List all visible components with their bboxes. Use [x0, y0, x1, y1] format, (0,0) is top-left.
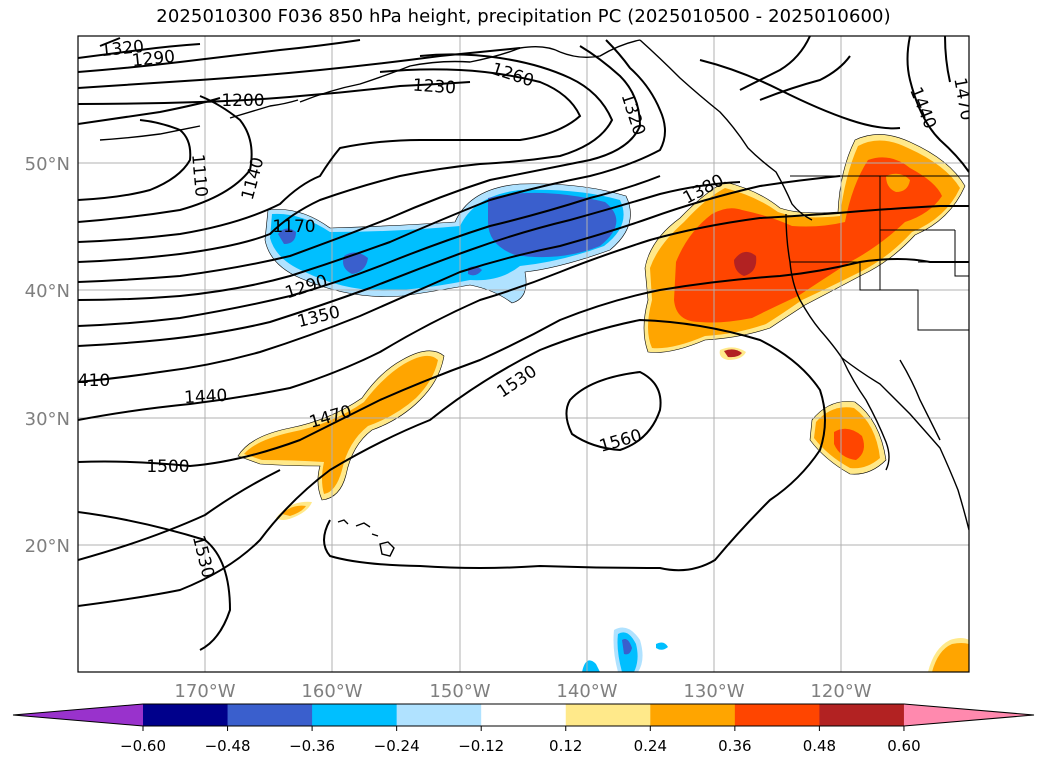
colorbar-tick-label: 0.24 [634, 737, 667, 755]
colorbar-segment [396, 704, 482, 726]
lat-label: 50°N [25, 154, 70, 175]
map-title: 2025010300 F036 850 hPa height, precipit… [156, 6, 891, 27]
lon-label: 140°W [556, 681, 617, 702]
colorbar-segment [819, 704, 905, 726]
colorbar-segments [13, 704, 1034, 726]
contour-label: 1440 [184, 386, 228, 408]
lat-label: 30°N [25, 409, 70, 430]
colorbar-tick-label: −0.12 [458, 737, 504, 755]
colorbar-tick-label: 0.36 [718, 737, 751, 755]
latitude-labels: 50°N 40°N 30°N 20°N [25, 154, 70, 557]
colorbar-tick-label: 0.12 [549, 737, 582, 755]
contour-label: 1500 [146, 457, 189, 477]
colorbar-segment [143, 704, 229, 726]
contour-label: 1290 [131, 47, 176, 71]
colorbar-tick-label: −0.24 [374, 737, 420, 755]
lon-label: 150°W [429, 681, 490, 702]
colorbar-segment [734, 704, 820, 726]
colorbar: −0.60 −0.48 −0.36 −0.24 −0.12 0.12 0.24 0.36 0.4… [12, 703, 1035, 755]
lon-label: 170°W [174, 681, 235, 702]
map-frame [77, 35, 970, 673]
lon-label: 120°W [810, 681, 871, 702]
colorbar-segment [565, 704, 651, 726]
colorbar-tick-label: 0.48 [803, 737, 836, 755]
colorbar-segment [481, 704, 567, 726]
contour-label: 1320 [100, 37, 145, 61]
height-contours [78, 36, 969, 651]
gridlines [78, 36, 969, 672]
colorbar-tick-label: −0.60 [120, 737, 166, 755]
longitude-labels: 170°W 160°W 150°W 140°W 130°W 120°W [174, 681, 871, 702]
colorbar-ticks: −0.60 −0.48 −0.36 −0.24 −0.12 0.12 0.24 0.36 0.4… [120, 726, 921, 755]
contour-label: 1110 [187, 153, 211, 198]
contour-label: 1230 [412, 76, 457, 99]
colorbar-tick-label: −0.36 [289, 737, 335, 755]
positive-precip-area [238, 134, 969, 672]
colorbar-outline [12, 703, 1035, 727]
contour-label: 1170 [272, 217, 315, 237]
colorbar-tick-label: 0.60 [887, 737, 920, 755]
colorbar-segment [312, 704, 398, 726]
lon-label: 130°W [683, 681, 744, 702]
colorbar-extend-low [13, 704, 143, 726]
colorbar-segment [650, 704, 736, 726]
lat-label: 20°N [25, 536, 70, 557]
colorbar-segment [227, 704, 313, 726]
contour-label: 410 [78, 371, 110, 391]
coastlines [99, 39, 969, 557]
colorbar-extend-high [903, 704, 1034, 726]
lon-label: 160°W [301, 681, 362, 702]
lat-label: 40°N [25, 281, 70, 302]
contour-label: 1200 [221, 91, 264, 111]
colorbar-tick-label: −0.48 [205, 737, 251, 755]
